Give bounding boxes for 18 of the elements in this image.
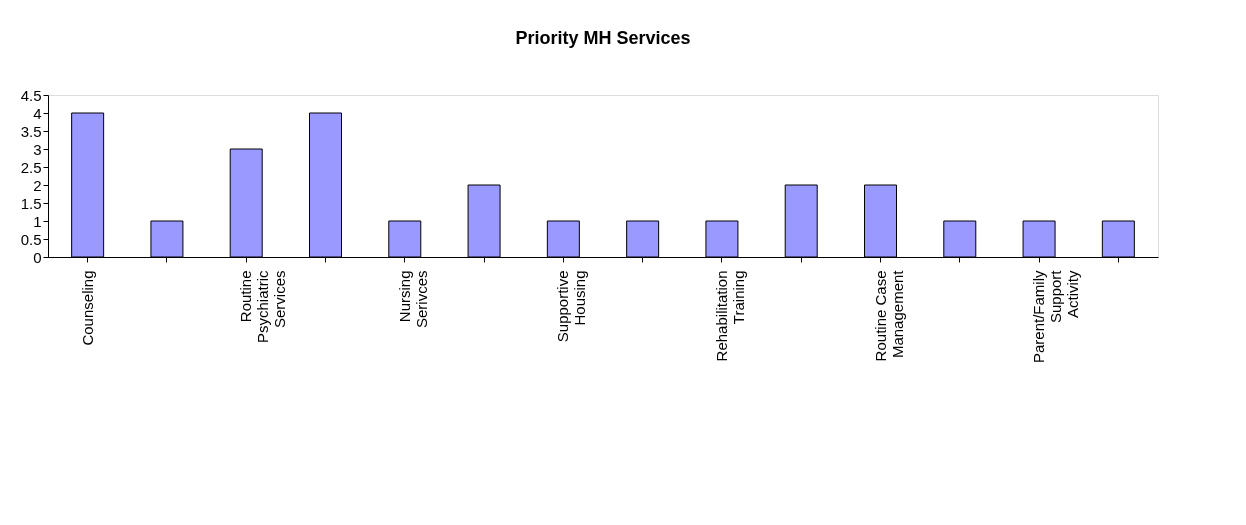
- x-tick-label: Counseling: [78, 270, 96, 346]
- x-tick-label: Parent/Family Support Activity: [1030, 269, 1082, 364]
- y-tick-label: 3.5: [20, 122, 42, 140]
- x-tick-label: Routine Case Management: [871, 269, 906, 362]
- y-tick-label: 0: [33, 248, 42, 266]
- y-tick-label: 4: [33, 104, 42, 122]
- y-tick-label: 4.5: [20, 86, 42, 104]
- y-tick-label: 1.5: [20, 194, 42, 212]
- x-tick-label: Rehabilitation Training: [712, 270, 747, 362]
- y-tick-label: 2: [33, 176, 42, 194]
- y-tick-label: 1: [33, 212, 42, 230]
- y-tick-label: 2.5: [20, 158, 42, 176]
- x-tick-label: Routine Psychiatric Services: [237, 270, 289, 344]
- chart-title: Priority MH Services: [515, 28, 691, 48]
- y-tick-label: 3: [33, 140, 42, 158]
- x-tick-label: Supportive Housing: [554, 270, 589, 343]
- y-tick-label: 0.5: [20, 230, 42, 248]
- x-tick-label: Nursing Serivces: [395, 270, 430, 329]
